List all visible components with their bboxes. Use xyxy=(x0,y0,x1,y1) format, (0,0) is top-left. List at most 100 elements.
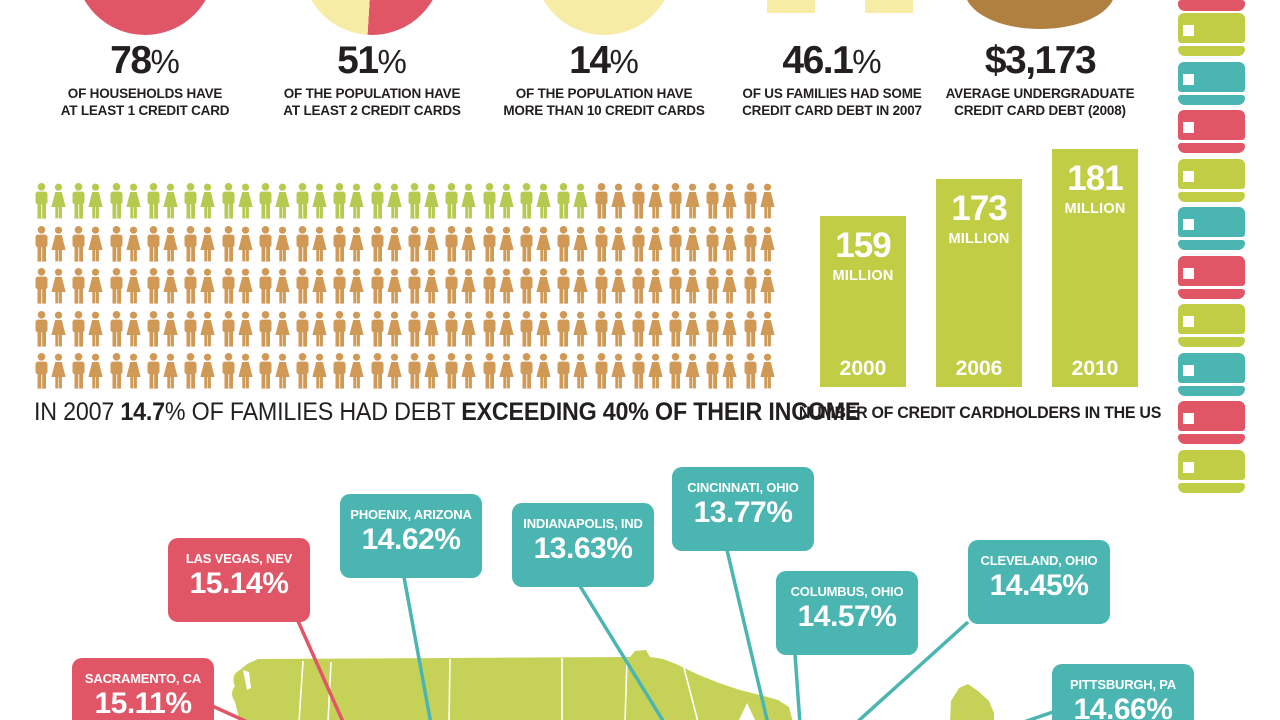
fact-emphasis: EXCEEDING 40% OF THEIR INCOME xyxy=(461,398,861,426)
family-couple-icon xyxy=(71,353,103,389)
credit-card-icon xyxy=(1178,110,1245,140)
bar-chart-title: NUMBER OF CREDIT CARDHOLDERS IN THE US xyxy=(798,403,1162,422)
family-couple-icon-highlighted xyxy=(295,183,327,219)
bar-year-label: 2000 xyxy=(839,357,887,380)
map-callout-cleveland: CLEVELAND, OHIO 14.45% xyxy=(968,540,1110,624)
bar-value: 173 xyxy=(951,189,1007,228)
family-couple-icon xyxy=(705,268,737,304)
credit-card-stripe xyxy=(1178,434,1245,444)
family-couple-icon xyxy=(482,310,514,347)
fact-highlight: 14.7 xyxy=(120,398,165,426)
callout-value: 14.57% xyxy=(797,600,897,633)
callout-value: 15.11% xyxy=(94,687,192,720)
stat-value: 78 xyxy=(110,39,152,82)
family-couple-icon xyxy=(183,225,215,262)
credit-card-icon xyxy=(1178,61,1245,92)
family-couple-icon-highlighted xyxy=(407,183,439,219)
callout-city-label: CLEVELAND, OHIO xyxy=(980,553,1098,568)
family-couple-icon xyxy=(258,268,290,304)
credit-card-icon-partial xyxy=(1178,0,1245,11)
stat-item: $3,173 AVERAGE UNDERGRADUATE CREDIT CARD D… xyxy=(900,39,1180,119)
card-chip-icon xyxy=(1183,316,1194,327)
card-chip-icon xyxy=(1183,122,1194,133)
family-couple-icon xyxy=(743,183,775,219)
family-couple-icon-highlighted xyxy=(556,183,588,219)
stat-item: 46.1% OF US FAMILIES HAD SOME CREDIT CARD … xyxy=(692,39,972,119)
puget-sound-inlet xyxy=(243,670,251,690)
family-couple-icon xyxy=(370,353,402,389)
family-couple-icon xyxy=(444,268,476,304)
family-couple-icon xyxy=(631,353,663,389)
family-couple-icon xyxy=(594,268,626,304)
credit-card-stripe xyxy=(1178,482,1245,493)
family-couple-icon xyxy=(109,353,141,389)
family-couple-icon xyxy=(668,183,700,219)
family-couple-icon xyxy=(370,310,402,347)
callout-pointer-line xyxy=(296,620,345,720)
card-chip-icon xyxy=(1183,25,1194,36)
map-callout-phoenix: PHOENIX, ARIZONA 14.62% xyxy=(340,494,482,578)
callout-value: 14.62% xyxy=(361,523,461,556)
us-map-maine xyxy=(950,684,994,720)
lake-michigan-notch xyxy=(738,703,756,720)
credit-card-stripe xyxy=(1178,94,1245,105)
family-couple-icon xyxy=(407,310,439,347)
family-couple-icon xyxy=(631,268,663,304)
family-couple-icon xyxy=(258,353,290,389)
stat-value-suffix: % xyxy=(609,43,639,80)
family-couple-icon xyxy=(668,225,700,262)
credit-card-icon xyxy=(1178,449,1245,480)
bar-2006: 173 MILLION 2006 xyxy=(936,179,1022,387)
family-couple-icon xyxy=(183,268,215,304)
family-couple-icon xyxy=(332,225,364,262)
credit-card-stripe xyxy=(1178,240,1245,250)
credit-card-icon xyxy=(1178,255,1245,286)
family-couple-icon xyxy=(556,310,588,347)
callout-pointer-line xyxy=(402,576,433,720)
family-couple-icon-highlighted xyxy=(258,183,290,219)
callout-value: 14.66% xyxy=(1073,693,1173,720)
family-couple-icon-highlighted xyxy=(221,183,253,219)
family-couple-icon xyxy=(743,310,775,347)
family-couple-icon xyxy=(146,310,178,347)
credit-card-stripe xyxy=(1178,46,1245,56)
bar-unit: MILLION xyxy=(1064,201,1126,217)
credit-card-stripe xyxy=(1178,288,1245,299)
stat-value-suffix: % xyxy=(852,43,882,80)
family-couple-icon xyxy=(594,310,626,347)
callout-city-label: CINCINNATI, OHIO xyxy=(687,480,799,495)
stat-value: 14 xyxy=(569,39,611,82)
family-couple-icon xyxy=(109,225,141,262)
map-callout-columbus: COLUMBUS, OHIO 14.57% xyxy=(776,571,918,655)
stat-value: 46.1 xyxy=(782,39,853,82)
stat-item: 14% OF THE POPULATION HAVE MORE THAN 10 CR… xyxy=(464,39,744,119)
credit-card-stripe xyxy=(1178,385,1245,396)
family-couple-icon xyxy=(668,353,700,389)
stat-value: $3,173 xyxy=(984,39,1097,82)
family-couple-icon xyxy=(34,225,66,262)
family-couple-icon-highlighted xyxy=(146,183,178,219)
callout-pointer-line xyxy=(209,703,248,720)
callout-value: 13.63% xyxy=(533,532,633,565)
family-couple-icon-highlighted xyxy=(183,183,215,219)
family-couple-icon xyxy=(407,353,439,389)
family-couple-icon xyxy=(556,353,588,389)
family-couple-icon xyxy=(34,353,66,389)
stat-value: 51 xyxy=(337,39,379,82)
stat-description: OF THE POPULATION HAVE MORE THAN 10 CREDI… xyxy=(503,86,705,118)
credit-card-icon xyxy=(1178,158,1245,189)
callout-city-label: PHOENIX, ARIZONA xyxy=(350,507,472,522)
family-couple-icon xyxy=(594,353,626,389)
callout-city-label: LAS VEGAS, NEV xyxy=(185,551,293,566)
map-callout-las-vegas: LAS VEGAS, NEV 15.14% xyxy=(168,538,310,622)
family-couple-icon xyxy=(519,353,551,389)
bar-2000: 159 MILLION 2000 xyxy=(820,216,906,387)
map-callout-cincinnati: CINCINNATI, OHIO 13.77% xyxy=(672,467,814,551)
credit-card-icon xyxy=(1178,401,1245,431)
family-couple-icon xyxy=(631,183,663,219)
callout-city-label: COLUMBUS, OHIO xyxy=(790,584,904,599)
card-chip-icon xyxy=(1183,461,1194,473)
family-couple-icon xyxy=(705,183,737,219)
credit-card-icon xyxy=(1178,352,1245,383)
